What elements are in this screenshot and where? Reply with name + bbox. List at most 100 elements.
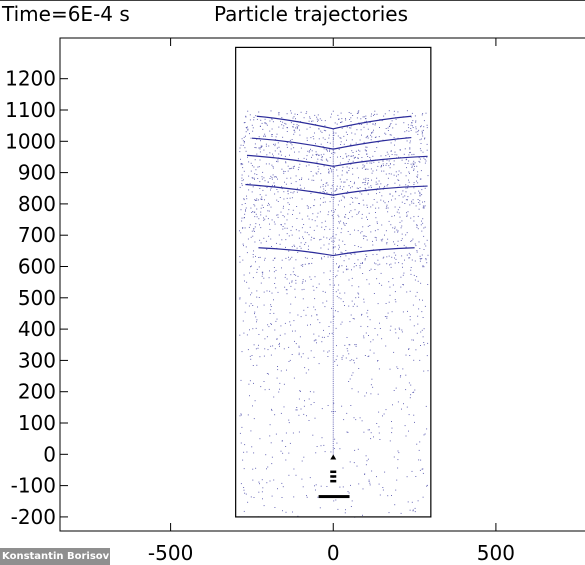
particle [382,163,384,165]
particle [425,245,427,247]
particle [324,291,326,293]
particle [371,136,373,138]
particle [285,274,287,276]
particle [313,229,315,231]
particle [365,254,367,256]
particle [370,231,372,233]
particle [421,114,423,116]
particle [354,197,356,199]
particle [257,347,259,349]
particle [281,224,282,226]
particle [357,157,359,159]
stream-particle [332,428,334,430]
particle [416,276,418,278]
particle [394,198,396,200]
particle [261,491,263,493]
particle [372,254,374,256]
particle [288,422,290,424]
particle [417,228,419,230]
particle [296,218,298,219]
particle [285,183,287,185]
particle [350,210,352,212]
particle [364,259,366,261]
particle [381,164,382,166]
particle [419,161,421,163]
particle [366,146,368,148]
particle [290,191,292,193]
particle [352,305,354,307]
particle [378,368,380,370]
particle [419,200,421,202]
particle [392,195,394,197]
particle [250,358,252,360]
particle [357,246,359,248]
particle [259,256,261,258]
particle [330,237,332,239]
stream-particle [332,347,334,349]
particle [290,274,292,276]
particle [252,468,254,470]
particle [378,432,380,434]
particle [264,199,265,201]
particle [324,229,326,231]
particle [293,116,295,118]
particle [416,250,418,252]
particle [362,182,364,184]
stream-particle [332,364,334,366]
particle [314,298,316,300]
particle [309,391,311,393]
stream-particle [332,133,334,135]
particle [341,405,343,407]
particle [376,221,378,223]
stream-particle [332,187,334,189]
stream-particle [332,407,334,409]
particle [329,149,331,151]
stream-particle [332,242,334,244]
particle [276,160,277,162]
particle [420,138,422,140]
particle [373,436,374,438]
particle [378,207,380,209]
particle [397,174,399,176]
particle [270,187,272,189]
particle [265,122,267,124]
particle [296,128,298,130]
particle [346,171,348,173]
particle [271,134,273,136]
particle [308,398,310,400]
particle [336,188,338,190]
particle [262,273,264,275]
stream-particle [332,191,334,193]
particle [278,126,280,128]
particle [278,344,280,345]
particle [423,342,425,343]
particle [422,205,424,207]
particle [419,469,421,471]
particle [374,262,375,264]
particle [370,185,372,187]
particle [366,239,368,241]
particle [424,305,426,307]
particle [272,174,274,176]
particle [409,204,411,206]
particle [239,147,241,149]
particle [307,206,309,208]
particle [282,486,284,488]
particle [401,238,403,240]
particle [342,195,344,197]
particle [265,123,267,125]
particle [274,329,276,331]
particle [407,187,409,189]
particle [306,232,308,234]
particle [367,156,369,157]
particle [357,111,359,113]
particle [420,282,422,284]
particle [311,315,313,317]
particle [372,123,374,125]
stream-particle [332,356,334,358]
particle [400,240,402,241]
particle [286,227,288,229]
particle [402,266,403,268]
particle [426,156,428,158]
particle [289,282,290,284]
